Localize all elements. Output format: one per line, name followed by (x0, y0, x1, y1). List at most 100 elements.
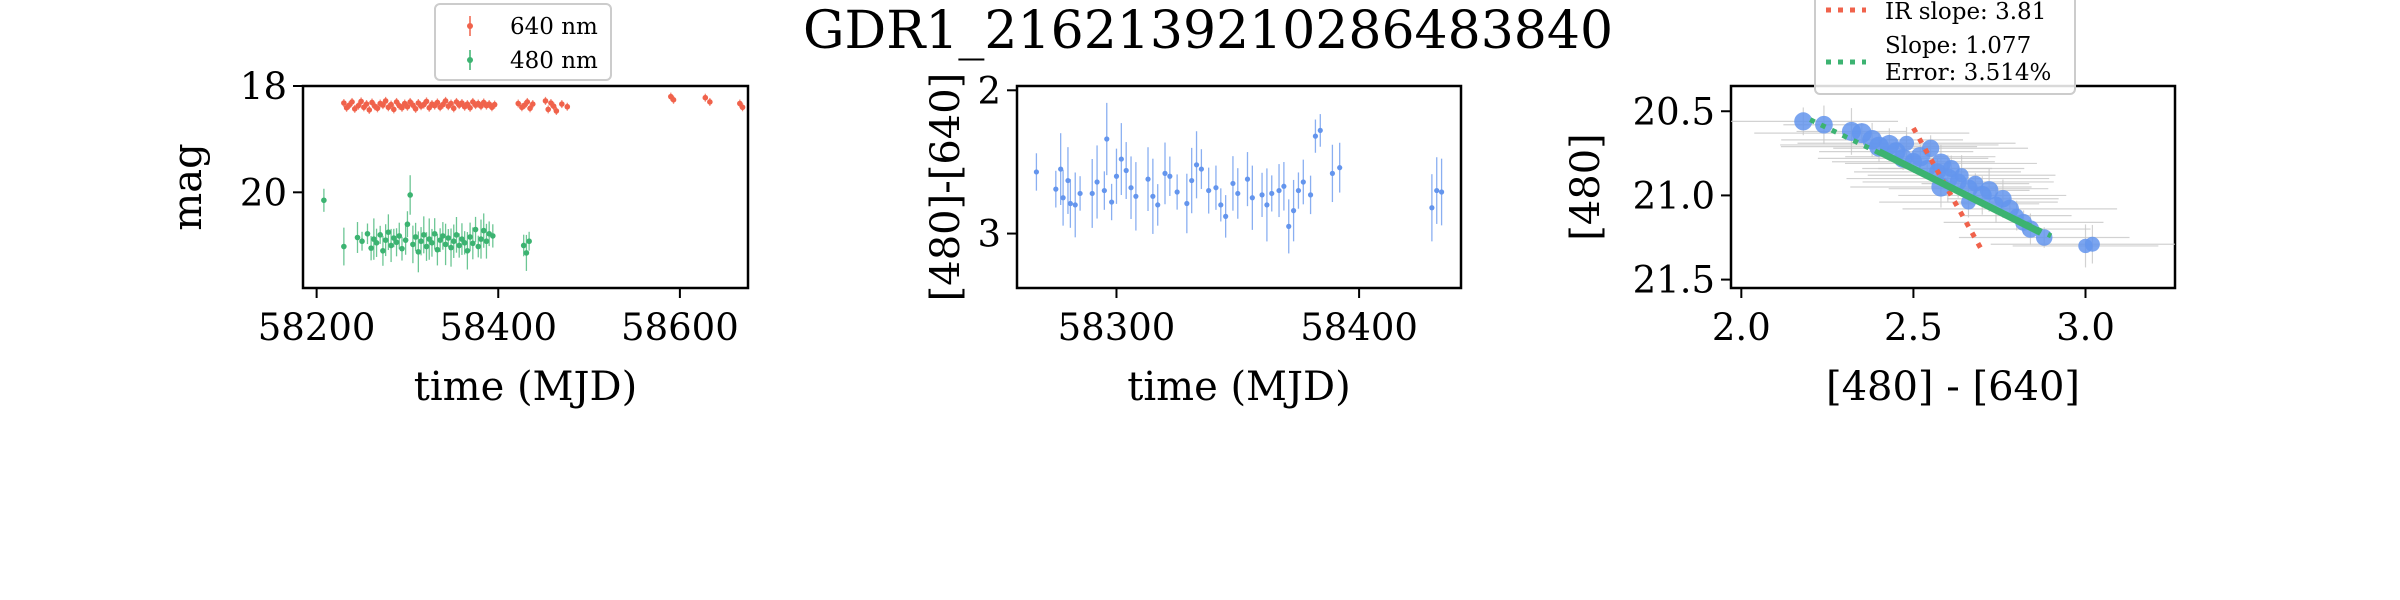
data-point (467, 104, 473, 111)
y-tick-label: 20.5 (1633, 90, 1715, 133)
data-point (1193, 162, 1200, 168)
data-point (1060, 195, 1066, 201)
data-point (1312, 133, 1319, 139)
data-point (359, 238, 365, 245)
data-point (1113, 173, 1120, 179)
data-point (423, 243, 430, 250)
data-point (1206, 187, 1212, 194)
data-point (1094, 179, 1100, 185)
data-point (526, 238, 532, 245)
data-point (366, 107, 373, 113)
x-tick-label: 58300 (1058, 306, 1176, 349)
x-axis-label: time (MJD) (414, 364, 637, 410)
data-point (1921, 139, 1940, 157)
data-point (559, 101, 565, 107)
panel-light-curve: 58200 58400 58600 18 20 time (MJD) mag (165, 65, 750, 410)
data-point (399, 245, 405, 252)
data-point (1128, 185, 1134, 191)
data-point (1851, 123, 1872, 144)
legend-box (1814, 0, 2076, 95)
data-point (415, 249, 422, 255)
data-point (418, 238, 424, 245)
axes-frame (301, 84, 750, 290)
data-point (385, 229, 392, 235)
data-point (404, 103, 411, 110)
data-point (1979, 181, 1999, 200)
data-point (480, 227, 487, 234)
x-axis-label: time (MJD) (1127, 364, 1350, 410)
data-point (1133, 193, 1139, 199)
data-point (1058, 166, 1064, 172)
data-point (434, 99, 441, 106)
data-point (391, 106, 397, 113)
data-point (1033, 169, 1040, 175)
data-point (1230, 180, 1236, 187)
data-point (450, 238, 457, 245)
data-point (702, 94, 709, 101)
data-point (461, 240, 468, 246)
data-point (1167, 173, 1173, 179)
y-tick-label: 3 (977, 213, 1001, 256)
data-point (1104, 136, 1110, 142)
data-point (1213, 185, 1219, 191)
data-point (431, 230, 438, 237)
data-point (349, 99, 355, 105)
data-point (1174, 189, 1180, 195)
data-point (380, 247, 386, 254)
fit-line-solid (1877, 148, 2043, 236)
data-point (410, 241, 416, 248)
data-point (412, 106, 419, 112)
data-point (1249, 195, 1255, 201)
data-point (2084, 236, 2100, 252)
data-point (520, 242, 527, 249)
data-point (472, 226, 479, 233)
data-point (448, 100, 454, 107)
data-point (448, 244, 454, 251)
data-point (1072, 202, 1078, 208)
legend-label: 640 nm (510, 14, 598, 40)
data-point (1276, 187, 1282, 194)
legend-marker (467, 23, 473, 29)
plot-area (321, 92, 746, 273)
data-point (1264, 202, 1270, 208)
data-point (527, 105, 533, 112)
axes-frame (1015, 84, 1463, 290)
legend-box (434, 3, 612, 81)
legend-label: IR slope: 3.81 (1885, 0, 2046, 25)
data-point (1244, 176, 1251, 182)
data-point (490, 233, 496, 239)
data-point (388, 101, 394, 108)
data-point (542, 98, 549, 104)
data-point (1198, 166, 1204, 172)
x-tick-label: 58400 (439, 306, 557, 349)
data-point (358, 98, 364, 105)
data-point (388, 242, 394, 249)
data-point (382, 237, 389, 243)
data-point (707, 99, 713, 105)
data-point (1300, 179, 1306, 185)
x-tick-label: 2.0 (1712, 306, 1771, 349)
data-point (412, 234, 419, 240)
data-point (429, 240, 435, 246)
data-point (545, 106, 552, 113)
x-axis-label: [480] - [640] (1826, 364, 2080, 410)
data-point (1089, 190, 1095, 197)
data-point (453, 232, 460, 238)
data-point (364, 230, 371, 237)
y-axis-label: [480] (1563, 133, 1609, 241)
data-point (1317, 127, 1323, 134)
data-point (456, 242, 463, 249)
data-point (1118, 156, 1124, 162)
data-point (739, 104, 746, 111)
data-point (1184, 200, 1190, 207)
data-point (341, 100, 347, 106)
data-point (1290, 208, 1297, 214)
data-point (373, 240, 380, 246)
data-point (1162, 170, 1168, 176)
data-point (1434, 187, 1440, 194)
data-point (1067, 200, 1073, 207)
y-tick-label: 20 (240, 171, 287, 214)
data-point (368, 245, 374, 251)
data-point (464, 247, 471, 254)
data-point (377, 232, 383, 238)
